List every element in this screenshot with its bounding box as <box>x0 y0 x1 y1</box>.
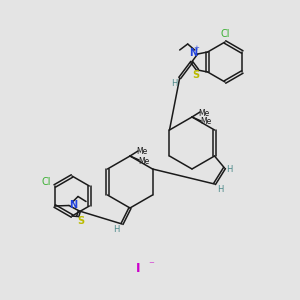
Text: Cl: Cl <box>220 29 230 39</box>
Text: S: S <box>77 217 84 226</box>
Text: H: H <box>226 166 233 175</box>
Text: +: + <box>194 45 200 51</box>
Text: Cl: Cl <box>42 177 51 187</box>
Text: N: N <box>69 200 77 209</box>
Text: ⁻: ⁻ <box>148 260 154 270</box>
Text: Me: Me <box>138 157 150 166</box>
Text: Me: Me <box>136 148 148 157</box>
Text: S: S <box>192 70 199 80</box>
Text: N: N <box>190 48 198 58</box>
Text: H: H <box>113 226 119 235</box>
Text: Me: Me <box>198 109 210 118</box>
Text: H: H <box>217 184 224 194</box>
Text: I: I <box>136 262 140 275</box>
Text: H: H <box>172 80 178 88</box>
Text: Me: Me <box>200 118 211 127</box>
